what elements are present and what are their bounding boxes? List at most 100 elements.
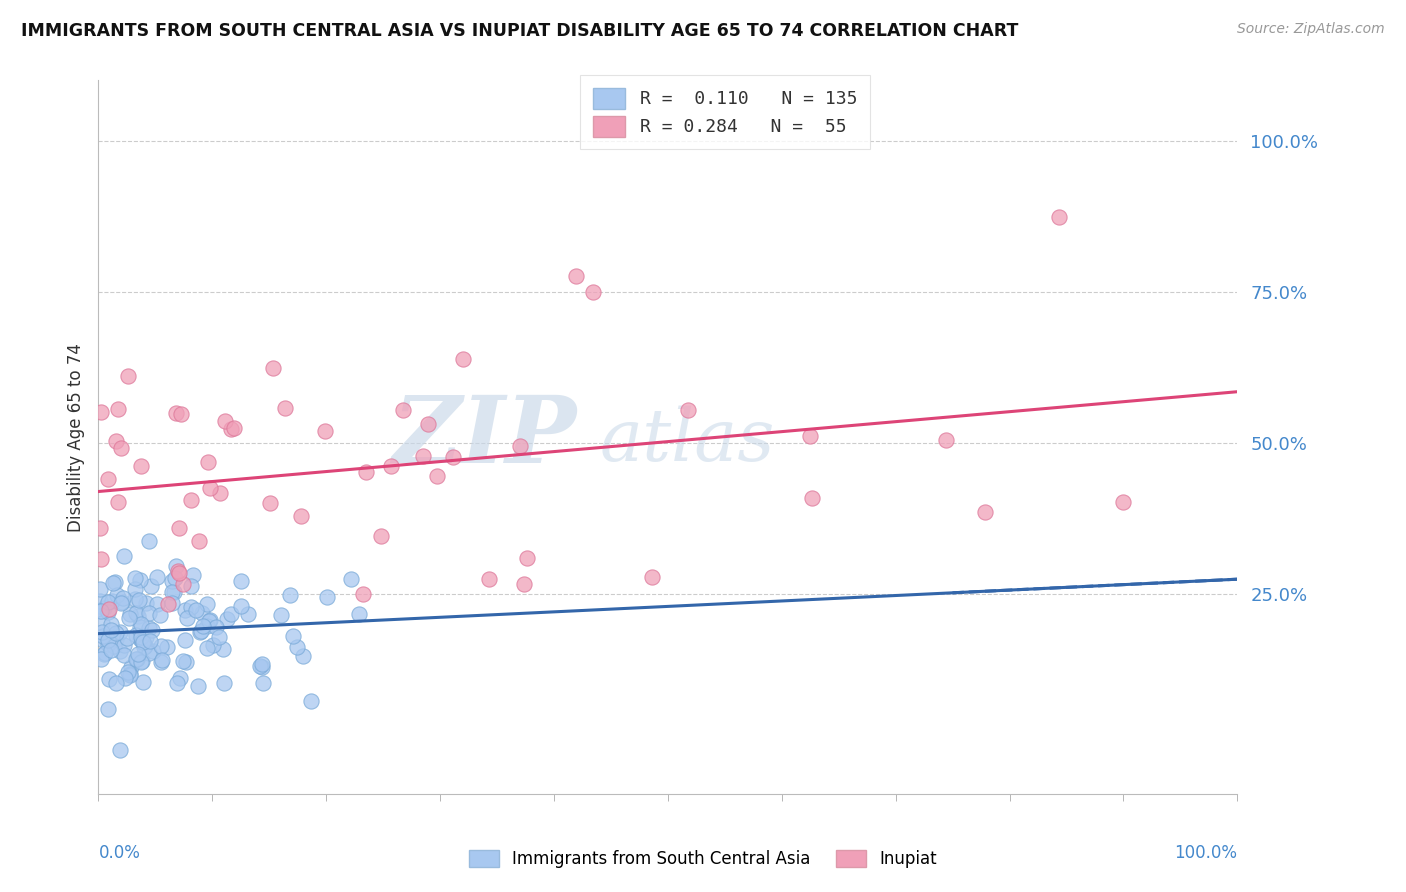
Point [93,601,115,615]
Point [221,607,243,622]
Point [131,635,153,649]
Point [201,638,224,652]
Point [259,496,281,510]
Point [184,603,207,617]
Point [124,652,146,666]
Point [128,573,150,587]
Point [249,659,271,673]
Point [270,607,292,622]
Point [132,640,155,654]
Point [110,743,132,757]
Point [676,403,699,417]
Point [145,597,167,611]
Point [150,639,173,653]
Point [100,623,122,637]
Point [111,591,134,605]
Point [187,679,209,693]
Point [104,574,127,589]
Point [114,671,136,685]
Point [208,486,231,500]
Point [112,648,135,662]
Point [208,630,231,644]
Point [141,579,163,593]
Point [252,660,274,674]
Point [150,655,173,669]
Point [91,633,114,648]
Point [191,619,214,633]
Point [935,434,957,448]
Point [117,611,139,625]
Point [166,676,188,690]
Point [105,632,128,647]
Point [160,574,183,589]
Point [149,608,172,623]
Point [105,626,128,640]
Point [100,642,122,657]
Point [128,593,150,607]
Point [167,521,190,535]
Point [181,567,204,582]
Point [115,632,138,646]
Text: 100.0%: 100.0% [1174,844,1237,862]
Point [205,620,228,634]
Point [160,596,183,610]
Point [198,613,221,627]
Point [278,588,301,602]
Legend: R =  0.110   N = 135, R = 0.284   N =  55: R = 0.110 N = 135, R = 0.284 N = 55 [579,75,870,149]
Point [165,559,187,574]
Point [231,599,253,613]
Legend: Immigrants from South Central Asia, Inupiat: Immigrants from South Central Asia, Inup… [463,843,943,875]
Point [252,676,274,690]
Point [236,607,259,621]
Point [478,572,501,586]
Point [89,582,111,597]
Point [188,625,211,640]
Point [90,405,112,419]
Point [197,455,219,469]
Point [441,450,464,464]
Point [582,285,605,299]
Point [93,647,115,661]
Point [131,654,153,668]
Point [110,596,132,610]
Point [138,606,160,620]
Point [799,429,821,443]
Point [380,459,402,474]
Point [285,640,308,654]
Point [172,654,194,668]
Point [174,603,197,617]
Point [426,468,449,483]
Point [509,439,531,453]
Point [412,449,434,463]
Point [150,653,173,667]
Point [135,596,157,610]
Point [142,644,165,658]
Point [129,631,152,645]
Point [195,640,218,655]
Point [125,652,148,666]
Point [195,597,218,611]
Point [391,403,413,417]
Point [118,668,141,682]
Point [104,675,127,690]
Point [108,644,131,658]
Point [641,570,664,584]
Point [127,647,149,661]
Point [89,604,111,618]
Point [167,564,190,578]
Point [214,676,236,690]
Point [214,414,236,428]
Text: IMMIGRANTS FROM SOUTH CENTRAL ASIA VS INUPIAT DISABILITY AGE 65 TO 74 CORRELATIO: IMMIGRANTS FROM SOUTH CENTRAL ASIA VS IN… [21,22,1018,40]
Point [107,401,129,416]
Point [120,667,142,681]
Point [170,407,193,421]
Point [262,360,284,375]
Point [347,607,370,621]
Text: ZIP: ZIP [392,392,576,482]
Point [138,533,160,548]
Point [273,401,295,415]
Text: Source: ZipAtlas.com: Source: ZipAtlas.com [1237,22,1385,37]
Point [139,633,162,648]
Point [974,505,997,519]
Point [90,552,112,566]
